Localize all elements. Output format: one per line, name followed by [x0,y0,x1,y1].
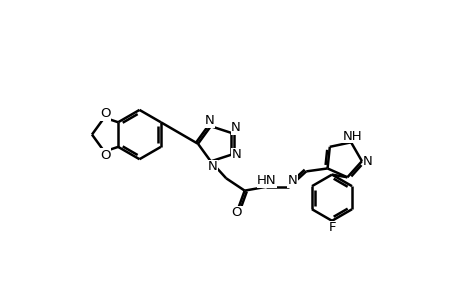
Text: N: N [204,114,213,127]
Text: F: F [328,221,335,234]
Text: N: N [231,121,241,134]
Text: N: N [287,174,297,187]
Text: N: N [363,154,372,168]
Text: N: N [207,160,217,173]
Text: O: O [100,107,110,120]
Text: N: N [231,148,241,161]
Text: O: O [100,149,110,162]
Text: O: O [231,206,242,220]
Text: HN: HN [257,174,276,187]
Text: NH: NH [342,130,362,143]
